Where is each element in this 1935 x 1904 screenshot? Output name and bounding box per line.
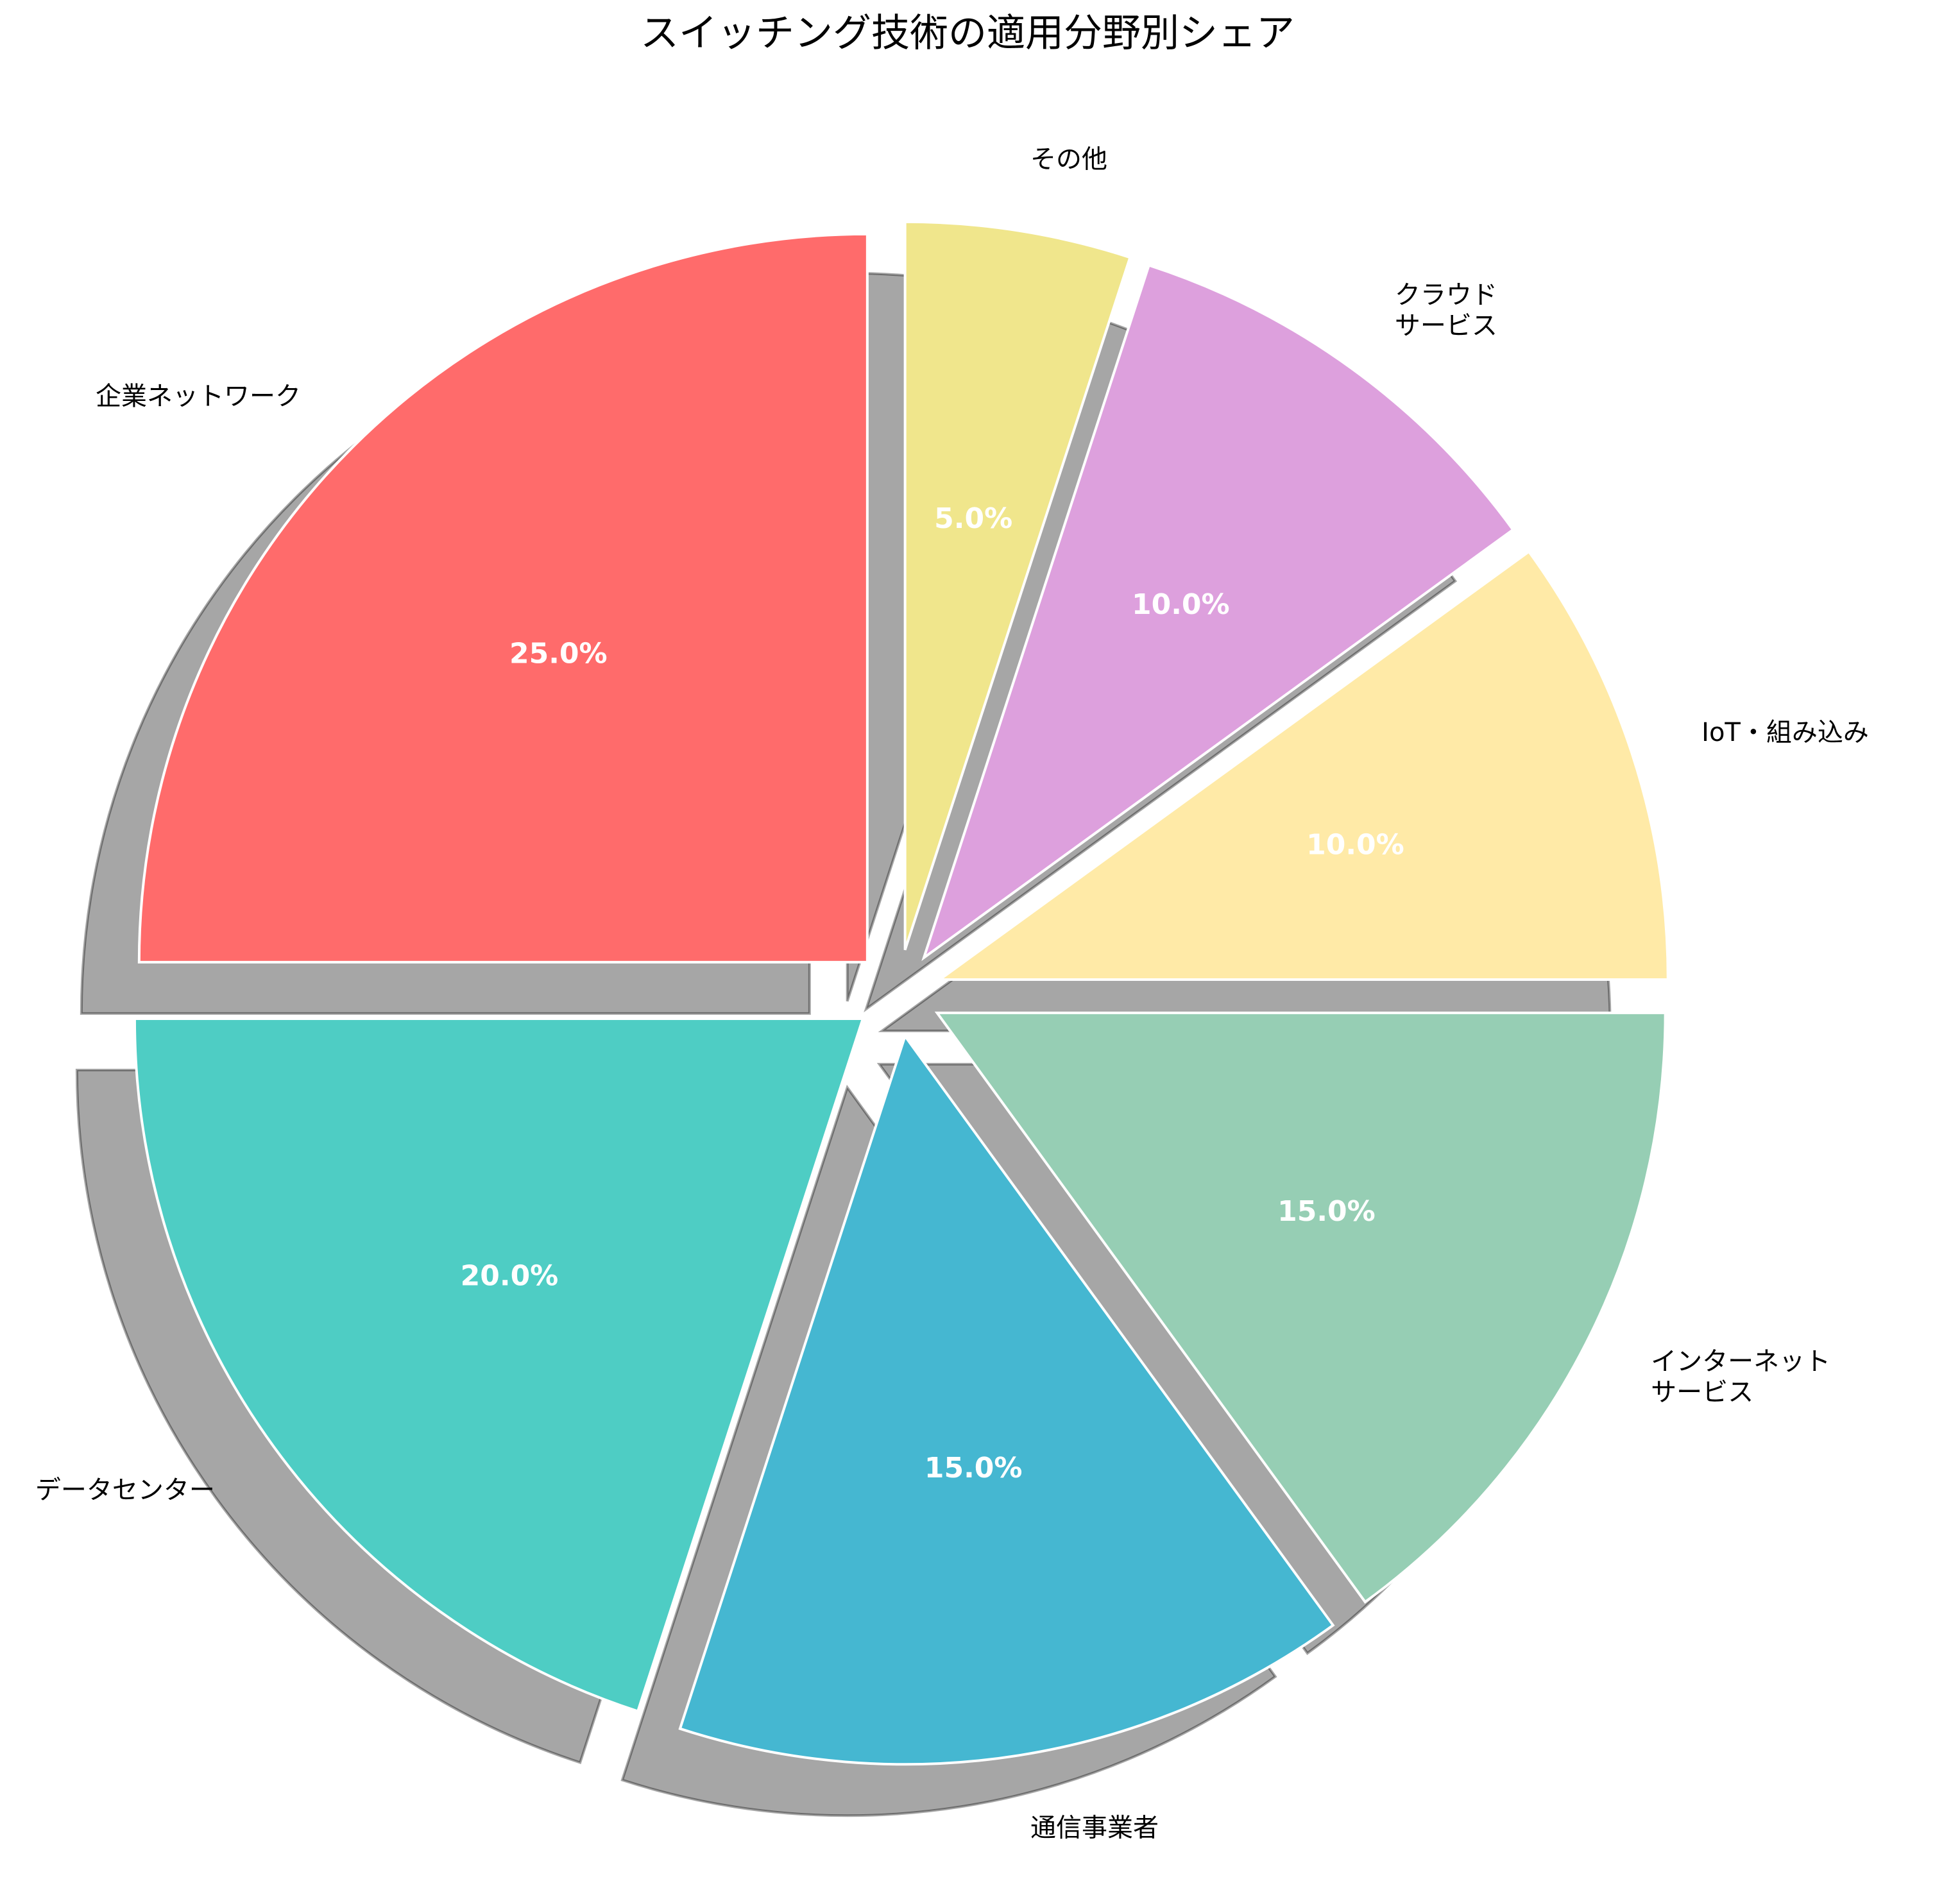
percent-label-3: 15.0% xyxy=(1277,1195,1376,1228)
percent-label-0: 25.0% xyxy=(509,637,608,670)
slice-label-0: 企業ネットワーク xyxy=(96,382,301,411)
pie-slice-4 xyxy=(935,550,1669,981)
percent-label-5: 10.0% xyxy=(1132,588,1230,621)
slice-label-1: データセンター xyxy=(35,1475,215,1505)
percent-label-6: 5.0% xyxy=(934,502,1012,535)
percent-label-1: 20.0% xyxy=(461,1259,559,1292)
pie-slice-6 xyxy=(903,220,1132,951)
percent-label-4: 10.0% xyxy=(1306,829,1404,862)
percent-label-2: 15.0% xyxy=(925,1452,1023,1484)
chart-title: スイッチング技術の適用分野別シェア xyxy=(640,11,1295,56)
pie-slice-3 xyxy=(934,1011,1667,1604)
slice-label-4: IoT・組み込み xyxy=(1701,718,1869,747)
slice-label-6: その他 xyxy=(1030,145,1107,174)
slice-label-5: クラウドサービス xyxy=(1395,280,1497,341)
pie-slice-2 xyxy=(678,1033,1335,1766)
percent-labels: 25.0% 20.0% 15.0% 15.0% 10.0% 10.0% 5.0% xyxy=(461,502,1404,1484)
pie-slice-5 xyxy=(921,263,1515,962)
pie-slice-0 xyxy=(137,232,869,964)
slice-label-2: 通信事業者 xyxy=(1030,1813,1159,1842)
pie-slice-1 xyxy=(133,1017,865,1713)
slice-label-3: インターネットサービス xyxy=(1651,1347,1830,1407)
pie-slices xyxy=(133,220,1669,1766)
